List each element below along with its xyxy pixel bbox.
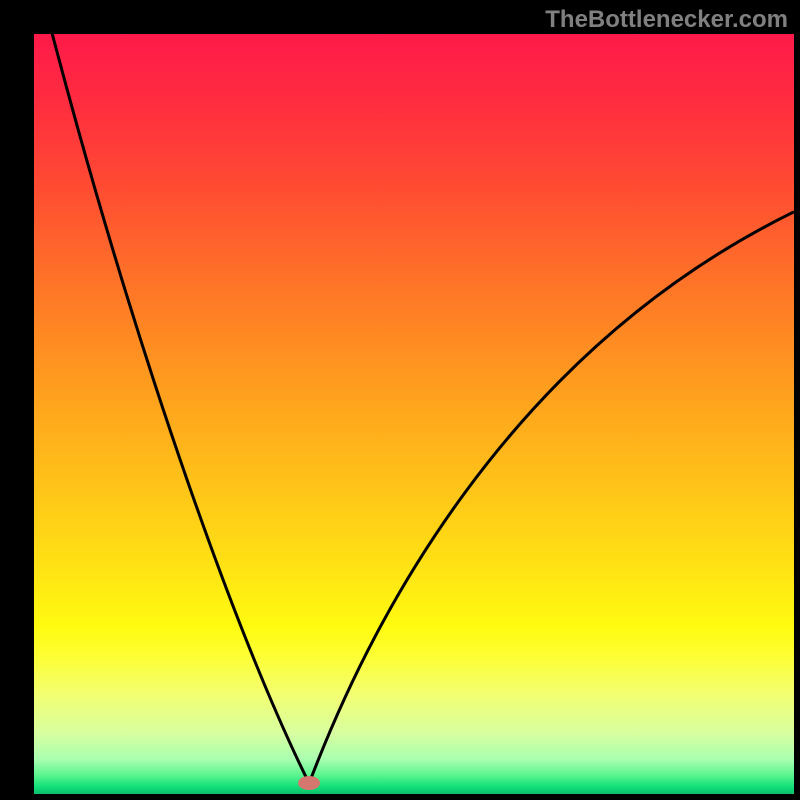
watermark-text: TheBottlenecker.com bbox=[545, 6, 788, 34]
curve-layer bbox=[34, 34, 794, 794]
plot-area bbox=[34, 34, 794, 794]
vertex-marker bbox=[298, 776, 320, 790]
bottleneck-curve bbox=[52, 34, 794, 783]
